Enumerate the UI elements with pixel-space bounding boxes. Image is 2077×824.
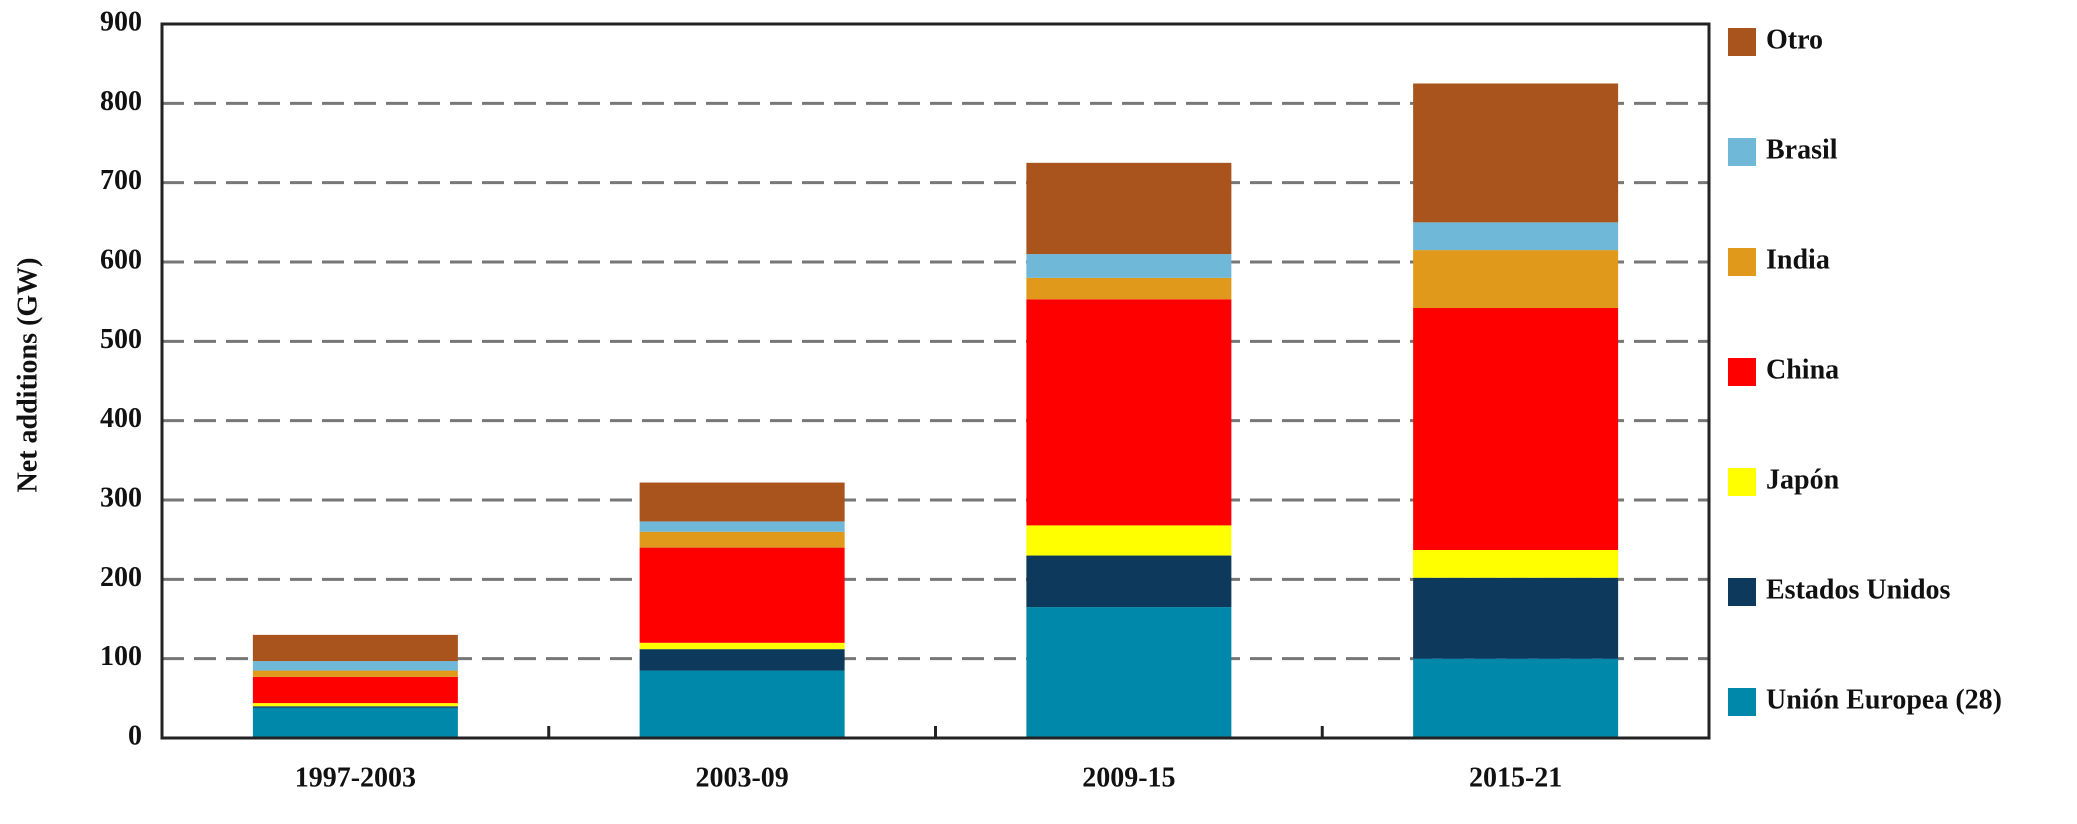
bar-segment: [1026, 607, 1232, 738]
legend-swatch: [1728, 468, 1756, 496]
bar-segment: [1413, 250, 1619, 309]
bar-segment: [252, 703, 458, 707]
bar-segment: [1413, 83, 1619, 223]
bar-segment: [252, 661, 458, 671]
bar-segment: [252, 670, 458, 677]
bar-segment: [639, 482, 845, 522]
legend-label: Estados Unidos: [1766, 574, 1951, 605]
bar-segment: [252, 707, 458, 738]
bar-segment: [639, 670, 845, 738]
y-axis-label: Net additions (GW): [12, 258, 43, 493]
bar-segment: [1026, 555, 1232, 608]
legend-label: India: [1766, 244, 1830, 275]
y-tick-label: 800: [100, 86, 142, 117]
bar-segment: [639, 531, 845, 548]
bar-segment: [1413, 577, 1619, 659]
x-tick-label: 2015-21: [1469, 762, 1562, 793]
legend-swatch: [1728, 688, 1756, 716]
legend-swatch: [1728, 248, 1756, 276]
bar-segment: [1413, 549, 1619, 578]
bar-segment: [639, 642, 845, 650]
y-tick-label: 300: [100, 482, 142, 513]
y-tick-label: 500: [100, 324, 142, 355]
bar-segment: [1026, 525, 1232, 556]
legend-swatch: [1728, 578, 1756, 606]
legend-swatch: [1728, 28, 1756, 56]
bar-segment: [252, 634, 458, 662]
bar-segment: [639, 547, 845, 643]
y-tick-label: 100: [100, 641, 142, 672]
y-tick-label: 600: [100, 244, 142, 275]
bar-segment: [252, 676, 458, 704]
x-tick-label: 2003-09: [695, 762, 788, 793]
bar-segment: [1413, 222, 1619, 251]
bar-segment: [1413, 308, 1619, 550]
bar-segment: [1026, 254, 1232, 278]
y-tick-label: 700: [100, 165, 142, 196]
y-tick-label: 200: [100, 562, 142, 593]
legend-swatch: [1728, 358, 1756, 386]
bar-segment: [639, 521, 845, 532]
y-tick-label: 400: [100, 403, 142, 434]
legend-label: China: [1766, 354, 1839, 385]
bar-segment: [252, 706, 458, 708]
legend-label: Otro: [1766, 24, 1823, 55]
legend-swatch: [1728, 138, 1756, 166]
legend-label: Brasil: [1766, 134, 1838, 165]
legend-label: Unión Europea (28): [1766, 684, 2002, 715]
bar-segment: [639, 649, 845, 671]
bar-segment: [1026, 299, 1232, 526]
x-tick-label: 2009-15: [1082, 762, 1175, 793]
y-tick-label: 900: [100, 6, 142, 37]
x-tick-label: 1997-2003: [295, 762, 416, 793]
y-tick-label: 0: [128, 720, 142, 751]
legend-label: Japón: [1766, 464, 1840, 495]
bar-segment: [1026, 162, 1232, 255]
plot-frame: [160, 22, 1711, 740]
bar-segment: [1026, 277, 1232, 300]
bar-segment: [1413, 658, 1619, 738]
